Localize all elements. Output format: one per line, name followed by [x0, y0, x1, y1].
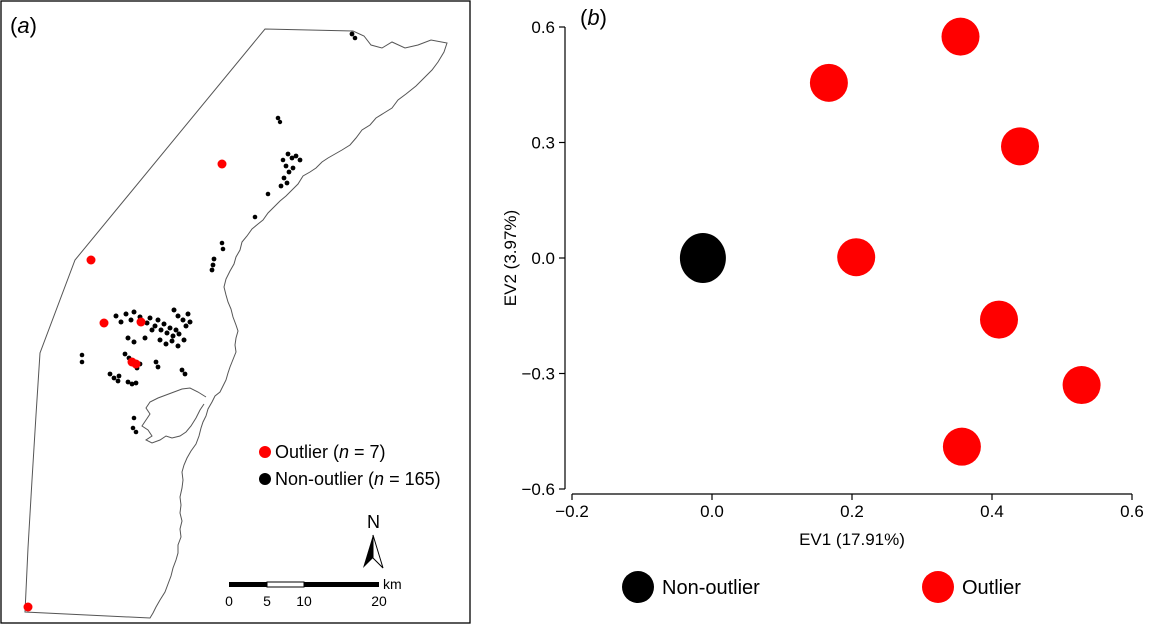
legend-b: Non-outlier Outlier — [622, 571, 1021, 603]
y-tick-label: 0.6 — [531, 18, 555, 37]
x-axis-title: EV1 (17.91%) — [799, 530, 905, 549]
svg-text:Non-outlier (n = 165): Non-outlier (n = 165) — [275, 469, 441, 489]
legend-b-outlier-label: Outlier — [962, 577, 1021, 599]
scale-tick-10: 10 — [296, 593, 312, 609]
y-tick-label: 0.3 — [531, 134, 555, 153]
legend-b-non-outlier-swatch — [622, 571, 654, 603]
outlier-point — [809, 63, 848, 102]
non-outlier-point — [679, 233, 726, 283]
scatter-points — [679, 17, 1101, 466]
outlier-point — [1001, 127, 1039, 166]
legend-b-non-outlier-label: Non-outlier — [662, 577, 760, 599]
outlier-point — [1062, 366, 1101, 405]
x-tick-label: 0.0 — [700, 502, 724, 521]
outlier-point — [980, 300, 1018, 339]
legend-b-non-outlier: Non-outlier — [622, 571, 760, 603]
map-frame — [0, 0, 471, 624]
legend-a-non-outlier-label: Non-outlier — [275, 469, 363, 489]
outlier-point — [837, 238, 876, 277]
scale-tick-20: 20 — [371, 593, 387, 609]
panel-b-scatter: (b) −0.2 0.0 0.2 0.4 0.6 0.6 0.3 0.0 −0.3 −0.6 EV… — [501, 5, 1144, 603]
panel-b-label: (b) — [580, 5, 607, 30]
north-arrow-icon: N — [363, 512, 384, 569]
x-tick-label: 0.4 — [980, 502, 1004, 521]
scale-tick-5: 5 — [263, 593, 271, 609]
outlier-sites — [23, 159, 227, 612]
x-tick-label: 0.6 — [1120, 502, 1144, 521]
x-tick-label: 0.2 — [840, 502, 864, 521]
legend-b-outlier: Outlier — [922, 571, 1021, 603]
legend-b-outlier-swatch — [922, 571, 954, 603]
y-tick-label: −0.6 — [521, 480, 555, 499]
svg-text:Outlier (n = 7): Outlier (n = 7) — [275, 442, 386, 462]
region-outline — [24, 28, 448, 619]
outlier-point — [942, 427, 981, 466]
panel-a-label: (a) — [10, 13, 37, 38]
bay-outline — [141, 387, 207, 444]
legend-a: Outlier (n = 7) Non-outlier (n = 165) — [259, 442, 441, 489]
legend-a-outlier-label: Outlier — [275, 442, 328, 462]
y-axis-title: EV2 (3.97%) — [501, 210, 520, 306]
outlier-point — [941, 17, 980, 56]
scale-tick-0: 0 — [225, 593, 233, 609]
scale-bar: 0 5 10 20 km — [225, 576, 402, 609]
scale-unit: km — [383, 576, 402, 592]
x-tick-label: −0.2 — [555, 502, 589, 521]
non-outlier-sites — [79, 31, 358, 435]
legend-a-non-outlier-swatch — [259, 473, 271, 485]
legend-a-outlier: Outlier (n = 7) — [259, 442, 386, 462]
north-label: N — [367, 512, 380, 532]
legend-a-outlier-swatch — [259, 446, 271, 458]
legend-a-non-outlier: Non-outlier (n = 165) — [259, 469, 441, 489]
y-tick-label: 0.0 — [531, 249, 555, 268]
y-tick-label: −0.3 — [521, 365, 555, 384]
scatter-axes: −0.2 0.0 0.2 0.4 0.6 0.6 0.3 0.0 −0.3 −0.6 — [521, 18, 1143, 521]
panel-a-map: (a) — [0, 0, 471, 624]
